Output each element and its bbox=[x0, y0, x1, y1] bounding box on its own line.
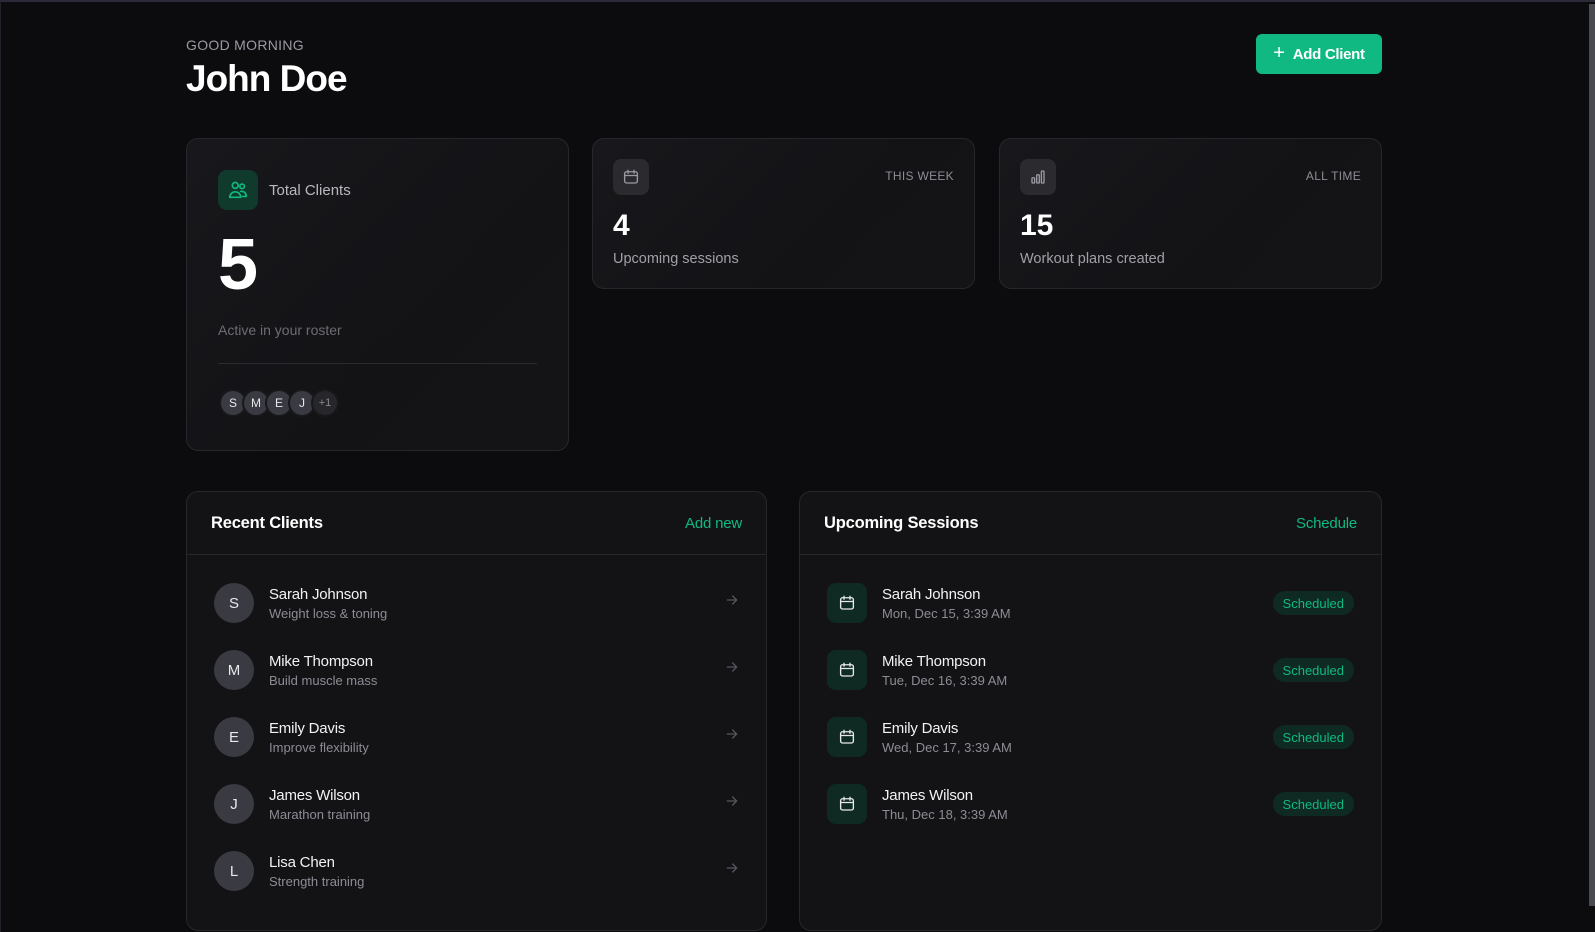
schedule-link[interactable]: Schedule bbox=[1296, 515, 1357, 532]
total-clients-card: Total Clients 5 Active in your roster S … bbox=[186, 138, 569, 451]
client-name: Sarah Johnson bbox=[269, 586, 368, 603]
client-name: Emily Davis bbox=[269, 720, 346, 737]
session-row[interactable]: Mike Thompson Tue, Dec 16, 3:39 AM Sched… bbox=[800, 641, 1381, 708]
add-new-link[interactable]: Add new bbox=[685, 515, 742, 532]
session-client-name: Sarah Johnson bbox=[882, 586, 981, 603]
status-badge: Scheduled bbox=[1272, 591, 1354, 615]
panel-header: Upcoming Sessions Schedule bbox=[800, 492, 1381, 555]
upcoming-sessions-card: THIS WEEK 4 Upcoming sessions bbox=[592, 138, 975, 289]
arrow-right-icon[interactable] bbox=[724, 592, 740, 613]
status-badge: Scheduled bbox=[1272, 725, 1354, 749]
client-goal: Strength training bbox=[269, 874, 365, 889]
more-clients-count[interactable]: +1 bbox=[311, 389, 339, 417]
arrow-right-icon[interactable] bbox=[724, 659, 740, 680]
avatar: M bbox=[214, 650, 254, 690]
client-avatar-stack: S M E J +1 bbox=[219, 389, 339, 417]
avatar: S bbox=[214, 583, 254, 623]
calendar-icon bbox=[827, 583, 867, 623]
total-clients-value: 5 bbox=[218, 225, 258, 305]
panel-header: Recent Clients Add new bbox=[187, 492, 766, 555]
page-title: John Doe bbox=[186, 58, 348, 99]
panel-title: Upcoming Sessions bbox=[824, 514, 979, 532]
client-row[interactable]: L Lisa Chen Strength training bbox=[187, 842, 766, 909]
scrollbar-thumb[interactable] bbox=[1589, 4, 1595, 906]
scrollbar[interactable] bbox=[1589, 2, 1595, 932]
session-time: Tue, Dec 16, 3:39 AM bbox=[882, 673, 1008, 688]
client-name: James Wilson bbox=[269, 787, 360, 804]
arrow-right-icon[interactable] bbox=[724, 860, 740, 881]
panel-title: Recent Clients bbox=[211, 514, 323, 532]
sessions-subtitle: Upcoming sessions bbox=[613, 251, 739, 267]
session-row[interactable]: Sarah Johnson Mon, Dec 15, 3:39 AM Sched… bbox=[800, 574, 1381, 641]
bar-chart-icon bbox=[1020, 159, 1056, 195]
arrow-right-icon[interactable] bbox=[724, 726, 740, 747]
session-client-name: Mike Thompson bbox=[882, 653, 986, 670]
calendar-icon bbox=[827, 717, 867, 757]
period-tag: ALL TIME bbox=[1305, 169, 1361, 183]
add-client-label: Add Client bbox=[1292, 45, 1365, 63]
session-time: Mon, Dec 15, 3:39 AM bbox=[882, 606, 1011, 621]
session-row[interactable]: Emily Davis Wed, Dec 17, 3:39 AM Schedul… bbox=[800, 708, 1381, 775]
upcoming-sessions-panel: Upcoming Sessions Schedule Sarah Johnson… bbox=[799, 491, 1382, 931]
client-goal: Build muscle mass bbox=[269, 673, 378, 688]
total-clients-subtitle: Active in your roster bbox=[218, 322, 342, 338]
calendar-icon bbox=[827, 784, 867, 824]
session-client-name: Emily Davis bbox=[882, 720, 959, 737]
sessions-value: 4 bbox=[613, 209, 630, 242]
calendar-icon bbox=[827, 650, 867, 690]
client-name: Lisa Chen bbox=[269, 854, 335, 871]
avatar: L bbox=[214, 851, 254, 891]
client-row[interactable]: M Mike Thompson Build muscle mass bbox=[187, 641, 766, 708]
calendar-icon bbox=[613, 159, 649, 195]
add-client-button[interactable]: + Add Client bbox=[1256, 34, 1382, 74]
plans-value: 15 bbox=[1020, 209, 1054, 242]
client-name: Mike Thompson bbox=[269, 653, 373, 670]
arrow-right-icon[interactable] bbox=[724, 793, 740, 814]
recent-clients-panel: Recent Clients Add new S Sarah Johnson W… bbox=[186, 491, 767, 931]
avatar: E bbox=[214, 717, 254, 757]
client-goal: Marathon training bbox=[269, 807, 371, 822]
avatar: J bbox=[214, 784, 254, 824]
status-badge: Scheduled bbox=[1272, 792, 1354, 816]
client-goal: Improve flexibility bbox=[269, 740, 369, 755]
session-client-name: James Wilson bbox=[882, 787, 973, 804]
total-clients-label: Total Clients bbox=[269, 182, 351, 199]
session-time: Wed, Dec 17, 3:39 AM bbox=[882, 740, 1012, 755]
client-row[interactable]: J James Wilson Marathon training bbox=[187, 775, 766, 842]
divider bbox=[218, 363, 537, 364]
period-tag: THIS WEEK bbox=[885, 169, 954, 183]
session-time: Thu, Dec 18, 3:39 AM bbox=[882, 807, 1008, 822]
client-row[interactable]: S Sarah Johnson Weight loss & toning bbox=[187, 574, 766, 641]
greeting-text: GOOD MORNING bbox=[186, 37, 304, 53]
users-icon bbox=[218, 170, 258, 210]
plus-icon: + bbox=[1273, 42, 1285, 64]
workout-plans-card: ALL TIME 15 Workout plans created bbox=[999, 138, 1382, 289]
client-row[interactable]: E Emily Davis Improve flexibility bbox=[187, 708, 766, 775]
status-badge: Scheduled bbox=[1272, 658, 1354, 682]
client-goal: Weight loss & toning bbox=[269, 606, 388, 621]
session-row[interactable]: James Wilson Thu, Dec 18, 3:39 AM Schedu… bbox=[800, 775, 1381, 842]
plans-subtitle: Workout plans created bbox=[1020, 251, 1165, 267]
